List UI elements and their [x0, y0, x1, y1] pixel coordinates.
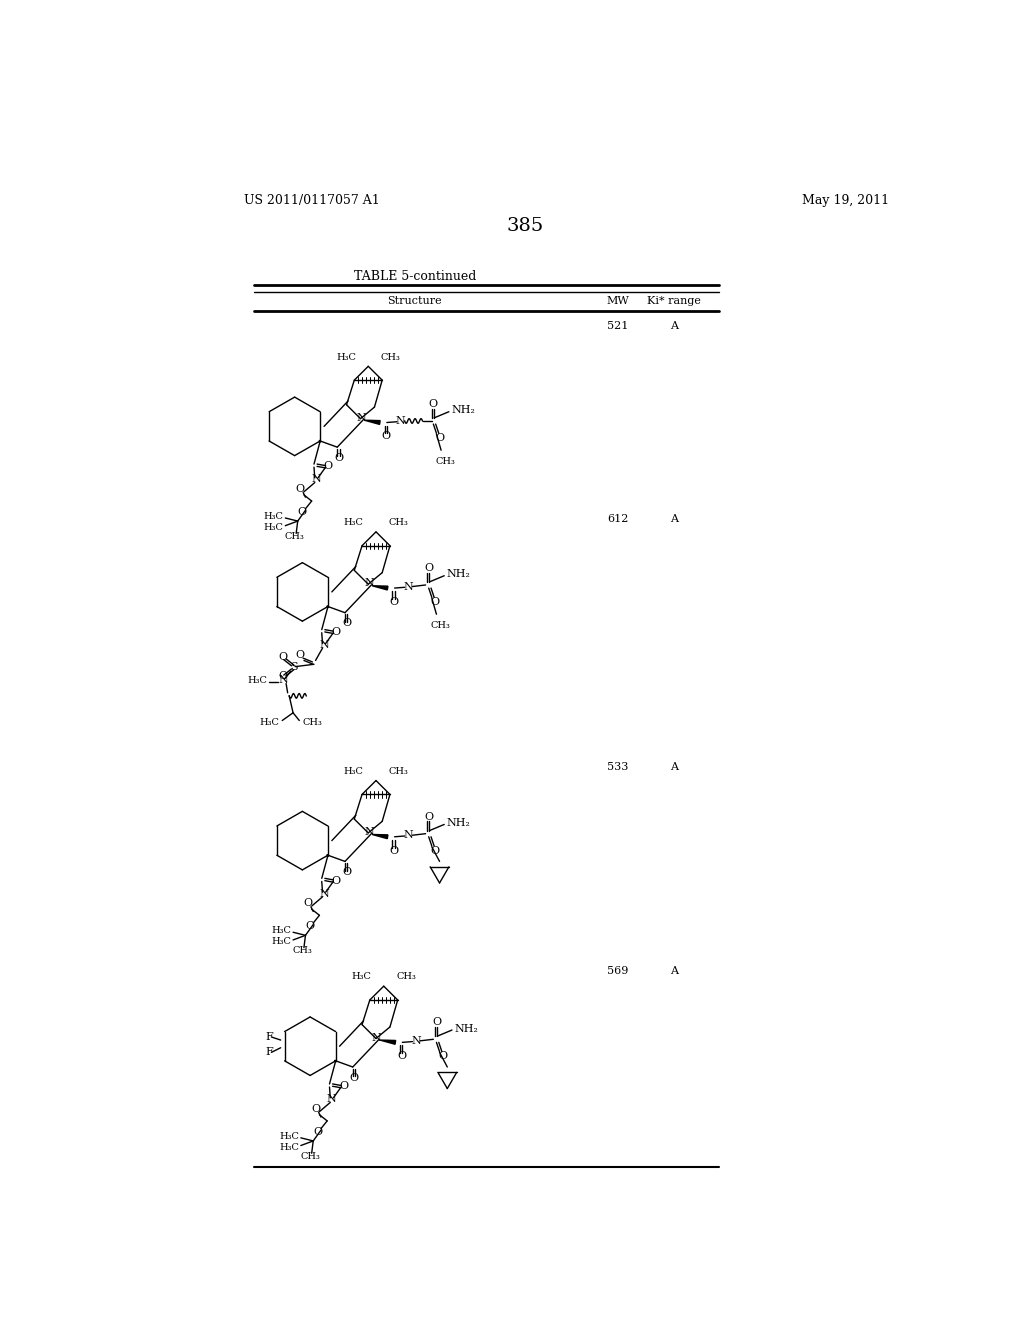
Text: N: N: [403, 830, 414, 841]
Text: O: O: [331, 875, 340, 886]
Polygon shape: [372, 834, 388, 838]
Text: NH₂: NH₂: [446, 818, 470, 828]
Polygon shape: [372, 586, 388, 590]
Text: A: A: [670, 321, 678, 331]
Text: O: O: [435, 433, 444, 444]
Polygon shape: [335, 1060, 337, 1061]
Text: O: O: [334, 453, 343, 463]
Text: A: A: [670, 762, 678, 772]
Text: H₃C: H₃C: [280, 1131, 299, 1140]
Text: N: N: [327, 1094, 337, 1105]
Text: F: F: [265, 1032, 273, 1041]
Text: CH₃: CH₃: [381, 352, 400, 362]
Text: 533: 533: [607, 762, 629, 772]
Text: H₃C: H₃C: [280, 1143, 299, 1151]
Text: CH₃: CH₃: [430, 620, 451, 630]
Text: O: O: [339, 1081, 348, 1092]
Text: O: O: [424, 812, 433, 822]
Text: O: O: [350, 1073, 358, 1082]
Text: 612: 612: [607, 513, 629, 524]
Text: A: A: [670, 513, 678, 524]
Polygon shape: [327, 606, 329, 607]
Polygon shape: [319, 440, 321, 442]
Text: Ki* range: Ki* range: [647, 296, 700, 306]
Text: H₃C: H₃C: [248, 676, 267, 685]
Text: CH₃: CH₃: [300, 1152, 321, 1160]
Text: H₃C: H₃C: [271, 927, 292, 935]
Polygon shape: [365, 420, 380, 425]
Text: O: O: [331, 627, 340, 638]
Text: A: A: [670, 966, 678, 975]
Text: CH₃: CH₃: [388, 767, 409, 776]
Text: CH₃: CH₃: [302, 718, 323, 726]
Text: Structure: Structure: [387, 296, 442, 306]
Text: N: N: [356, 413, 367, 422]
Text: O: O: [389, 597, 398, 607]
Text: H₃C: H₃C: [351, 973, 372, 981]
Text: H₃C: H₃C: [259, 718, 280, 726]
Text: O: O: [389, 846, 398, 855]
Text: CH₃: CH₃: [388, 519, 409, 527]
Text: US 2011/0117057 A1: US 2011/0117057 A1: [245, 194, 380, 207]
Text: CH₃: CH₃: [435, 457, 455, 466]
Text: O: O: [296, 649, 304, 660]
Text: F: F: [265, 1047, 273, 1057]
Text: N: N: [403, 582, 414, 591]
Text: O: O: [279, 652, 288, 661]
Text: O: O: [303, 898, 312, 908]
Text: O: O: [397, 1051, 407, 1061]
Text: O: O: [432, 1018, 441, 1027]
Text: S: S: [290, 661, 298, 672]
Text: NH₂: NH₂: [452, 405, 475, 416]
Text: N: N: [412, 1036, 421, 1045]
Text: N: N: [365, 828, 374, 837]
Text: O: O: [342, 619, 351, 628]
Text: H₃C: H₃C: [344, 767, 364, 776]
Text: O: O: [382, 432, 390, 441]
Text: NH₂: NH₂: [446, 569, 470, 579]
Text: N: N: [319, 640, 329, 649]
Text: N: N: [372, 1032, 382, 1043]
Text: NH₂: NH₂: [455, 1023, 478, 1034]
Text: O: O: [429, 399, 438, 409]
Text: O: O: [424, 564, 433, 573]
Text: 569: 569: [607, 966, 629, 975]
Text: O: O: [438, 1051, 447, 1061]
Text: H₃C: H₃C: [344, 519, 364, 527]
Text: H₃C: H₃C: [336, 352, 356, 362]
Text: N: N: [319, 888, 329, 899]
Text: O: O: [324, 462, 333, 471]
Text: H₃C: H₃C: [264, 512, 284, 521]
Text: O: O: [313, 1127, 323, 1137]
Text: O: O: [311, 1104, 321, 1114]
Text: 521: 521: [607, 321, 629, 331]
Text: CH₃: CH₃: [285, 532, 304, 541]
Text: CH₃: CH₃: [293, 946, 312, 956]
Text: O: O: [279, 671, 288, 681]
Text: O: O: [430, 846, 439, 855]
Text: 385: 385: [506, 218, 544, 235]
Text: H₃C: H₃C: [264, 523, 284, 532]
Text: O: O: [430, 597, 439, 607]
Text: H₃C: H₃C: [271, 937, 292, 946]
Text: TABLE 5-continued: TABLE 5-continued: [353, 269, 476, 282]
Text: N: N: [365, 578, 374, 589]
Text: MW: MW: [606, 296, 629, 306]
Text: N: N: [396, 416, 406, 426]
Text: O: O: [298, 507, 307, 517]
Text: O: O: [296, 483, 304, 494]
Text: May 19, 2011: May 19, 2011: [802, 194, 890, 207]
Text: O: O: [305, 921, 314, 931]
Polygon shape: [327, 854, 329, 857]
Text: N: N: [311, 474, 322, 484]
Text: CH₃: CH₃: [396, 973, 416, 981]
Text: N: N: [279, 676, 288, 685]
Polygon shape: [380, 1040, 395, 1044]
Text: O: O: [342, 867, 351, 878]
